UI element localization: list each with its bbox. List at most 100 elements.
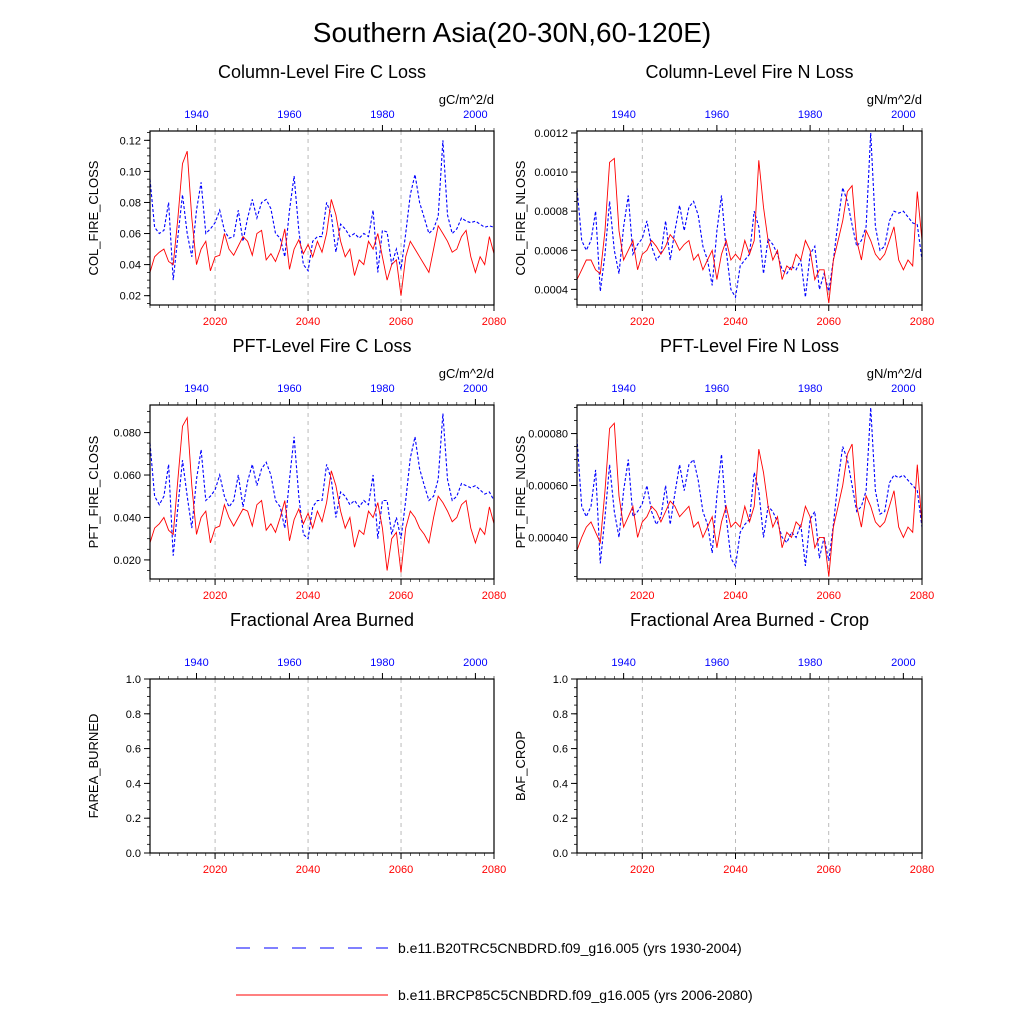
units-label: gC/m^2/d [439,366,494,381]
plot-frame [149,678,495,854]
legend-label-historical: b.e11.B20TRC5CNBDRD.f09_g16.005 (yrs 193… [398,940,742,956]
x-tick-label-top: 2000 [463,383,487,395]
x-tick-label-bottom: 2080 [482,864,506,876]
x-tick-label-bottom: 2040 [723,316,747,328]
x-tick-label-top: 1940 [611,109,635,121]
y-tick-label: 0.0012 [534,128,568,140]
y-tick-label: 0.8 [126,709,141,721]
x-tick-label-bottom: 2020 [203,864,227,876]
plot-frame [576,130,923,306]
series-line-historical [149,140,495,281]
x-tick-label-top: 1980 [798,383,822,395]
y-tick-label: 1.0 [553,674,568,686]
x-tick-label-bottom: 2040 [723,864,747,876]
panel-title: PFT-Level Fire C Loss [232,336,411,356]
x-tick-label-top: 1960 [705,383,729,395]
panel-4: PFT-Level Fire N Loss gN/m^2/d PFT_FIRE_NL… [513,336,934,602]
y-axis-label: PFT_FIRE_CLOSS [86,435,101,548]
y-tick-label: 0.0004 [534,284,568,296]
x-tick-label-top: 2000 [891,657,915,669]
y-axis-label: COL_FIRE_NLOSS [513,160,528,275]
series-line-historical [149,413,495,556]
legend-item-historical: b.e11.B20TRC5CNBDRD.f09_g16.005 (yrs 193… [236,940,742,956]
x-tick-label-top: 1980 [798,657,822,669]
x-tick-label-top: 1940 [184,109,208,121]
x-tick-label-bottom: 2060 [389,864,413,876]
series-line-historical [576,132,923,299]
series-line-future [149,151,495,296]
y-tick-label: 0.00040 [528,532,568,544]
y-tick-label: 0.4 [126,778,141,790]
y-tick-label: 0.04 [120,260,141,272]
x-tick-label-top: 1940 [184,657,208,669]
y-tick-label: 0.6 [126,744,141,756]
x-tick-label-top: 1960 [277,657,301,669]
y-tick-label: 0.020 [113,555,141,567]
x-tick-label-top: 2000 [463,657,487,669]
figure-title: Southern Asia(20-30N,60-120E) [313,17,711,48]
panel-5: Fractional Area Burned FAREA_BURNED 0.0 0.2… [86,610,506,876]
y-tick-label: 0.060 [113,470,141,482]
y-tick-label: 0.4 [553,778,568,790]
y-axis-label: PFT_FIRE_NLOSS [513,435,528,548]
y-tick-label: 0.2 [126,813,141,825]
x-tick-label-bottom: 2040 [296,590,320,602]
panel-6: Fractional Area Burned - Crop BAF_CROP 0.0… [513,610,934,876]
x-tick-label-bottom: 2080 [910,590,934,602]
series-line-historical [576,407,923,568]
x-tick-label-top: 1940 [184,383,208,395]
panel-2: Column-Level Fire N Loss gN/m^2/d COL_FIRE… [513,62,934,328]
panel-title: PFT-Level Fire N Loss [660,336,839,356]
x-tick-label-bottom: 2020 [203,590,227,602]
y-tick-label: 0.08 [120,197,141,209]
plot-frame [149,404,495,580]
y-tick-label: 0.8 [553,709,568,721]
units-label: gC/m^2/d [439,92,494,107]
x-tick-label-bottom: 2060 [389,590,413,602]
y-tick-label: 0.02 [120,291,141,303]
y-axis-label: COL_FIRE_CLOSS [86,160,101,275]
x-tick-label-top: 2000 [463,109,487,121]
panel-1: Column-Level Fire C Loss gC/m^2/d COL_FIRE… [86,62,506,328]
plot-frame [576,678,923,854]
x-tick-label-top: 1980 [370,109,394,121]
legend: b.e11.B20TRC5CNBDRD.f09_g16.005 (yrs 193… [236,940,753,1003]
plot-frame [576,404,923,580]
y-tick-label: 0.0008 [534,206,568,218]
y-tick-label: 0.10 [120,166,141,178]
x-tick-label-bottom: 2060 [389,316,413,328]
y-tick-label: 0.2 [553,813,568,825]
legend-label-future: b.e11.BRCP85C5CNBDRD.f09_g16.005 (yrs 20… [398,987,753,1003]
y-tick-label: 0.080 [113,428,141,440]
x-tick-label-bottom: 2020 [630,316,654,328]
x-tick-label-bottom: 2080 [482,316,506,328]
x-tick-label-top: 1980 [798,109,822,121]
panel-title: Fractional Area Burned [230,610,414,630]
y-tick-label: 0.040 [113,512,141,524]
x-tick-label-bottom: 2040 [296,864,320,876]
y-tick-label: 0.0 [553,848,568,860]
x-tick-label-top: 1960 [277,383,301,395]
plot-frame [149,130,495,306]
x-tick-label-bottom: 2060 [817,316,841,328]
units-label: gN/m^2/d [867,366,922,381]
x-tick-label-top: 2000 [891,383,915,395]
panel-3: PFT-Level Fire C Loss gC/m^2/d PFT_FIRE_CL… [86,336,506,602]
x-tick-label-bottom: 2020 [630,864,654,876]
panel-title: Column-Level Fire N Loss [645,62,853,82]
x-tick-label-top: 1940 [611,383,635,395]
x-tick-label-top: 2000 [891,109,915,121]
y-axis-label: BAF_CROP [513,731,528,801]
x-tick-label-bottom: 2060 [817,590,841,602]
panel-title: Fractional Area Burned - Crop [630,610,869,630]
x-tick-label-bottom: 2040 [296,316,320,328]
y-tick-label: 0.12 [120,135,141,147]
x-tick-label-bottom: 2020 [630,590,654,602]
x-tick-label-top: 1980 [370,383,394,395]
x-tick-label-bottom: 2060 [817,864,841,876]
y-tick-label: 0.0 [126,848,141,860]
panels: Column-Level Fire C Loss gC/m^2/d COL_FIRE… [86,62,934,876]
x-tick-label-bottom: 2020 [203,316,227,328]
panel-title: Column-Level Fire C Loss [218,62,426,82]
